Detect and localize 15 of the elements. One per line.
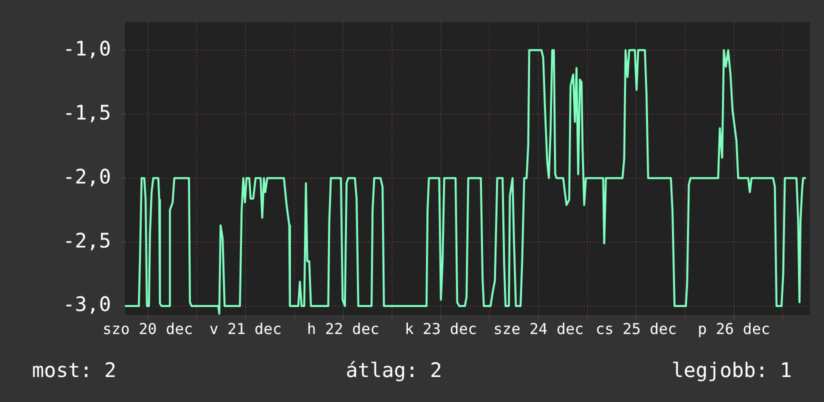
- text: legjobb: 1: [672, 358, 792, 382]
- x-tick-label: szo 20 dec: [102, 320, 193, 338]
- x-tick-label: v 21 dec: [209, 320, 282, 338]
- y-tick-label: -3,0: [62, 292, 111, 316]
- text: átlag: 2: [346, 358, 442, 382]
- x-tick-label: cs 25 dec: [596, 320, 677, 338]
- y-tick-label: -1,5: [62, 100, 111, 124]
- x-tick-label: sze 24 dec: [493, 320, 584, 338]
- y-tick-label: -2,0: [62, 164, 111, 188]
- x-tick-label: k 23 dec: [404, 320, 477, 338]
- text: most: 2: [32, 358, 116, 382]
- x-tick-label: p 26 dec: [698, 320, 770, 338]
- y-tick-label: -1,0: [62, 36, 111, 60]
- x-tick-label: h 22 dec: [307, 320, 380, 338]
- y-tick-label: -2,5: [62, 228, 111, 252]
